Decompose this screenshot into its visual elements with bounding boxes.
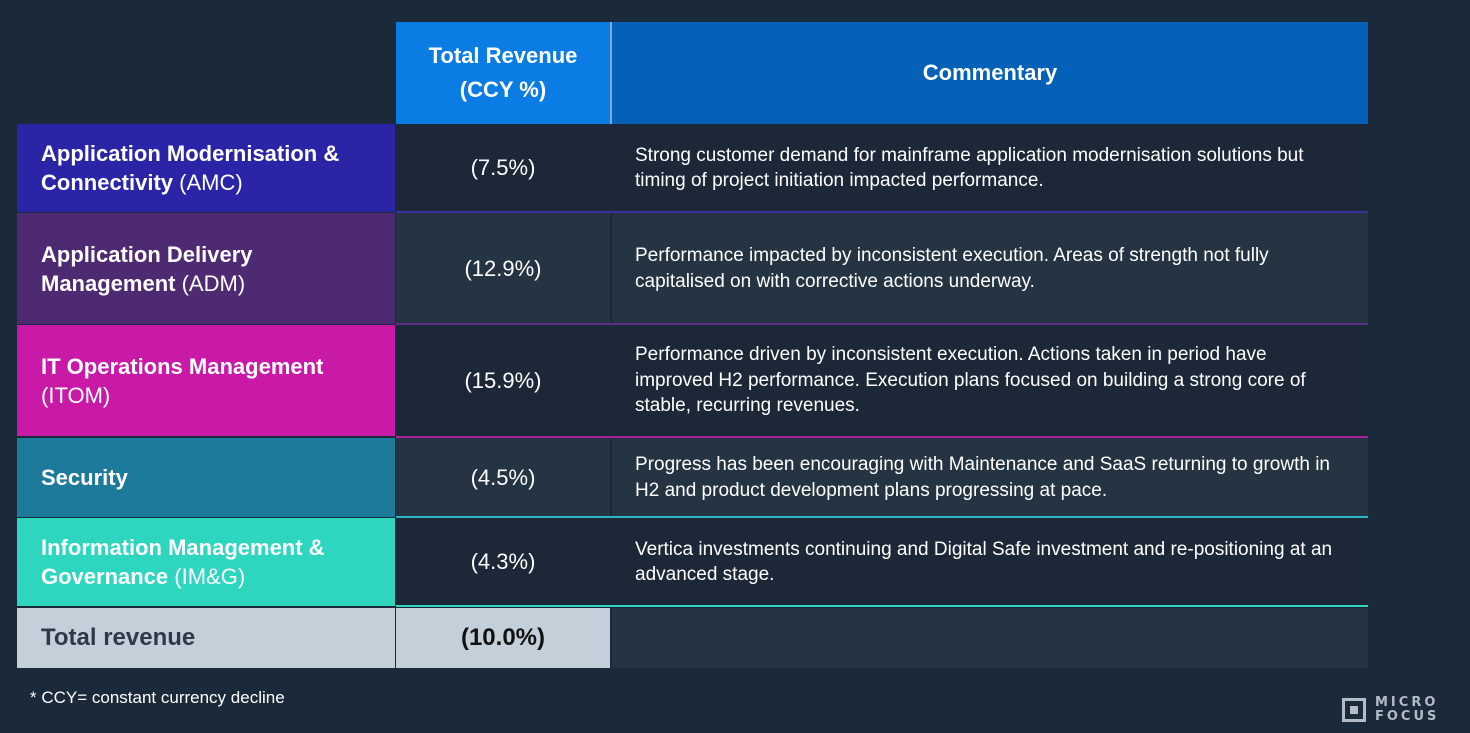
header-divider [610,22,612,124]
segment-name: Information Management & Governance [41,535,325,589]
micro-focus-logo: MICRO FOCUS [1342,696,1462,726]
logo-text-line1: MICRO [1375,695,1439,710]
total-revenue-label: Total revenue [17,608,395,668]
total-revenue-value: (10.0%) [396,608,610,668]
segment-label-adm: Application Delivery Management (ADM) [17,213,395,324]
row-divider [396,436,1368,438]
segment-name: Security [41,465,128,490]
segment-abbr: (IM&G) [174,564,246,589]
segment-commentary-adm: Performance impacted by inconsistent exe… [612,213,1368,324]
header-total-revenue-line1: Total Revenue [428,43,578,68]
segment-name: Application Delivery Management [41,241,253,296]
segment-value-itom: (15.9%) [396,325,610,436]
segment-commentary-itom: Performance driven by inconsistent execu… [612,325,1368,436]
segment-label-itom: IT Operations Management (ITOM) [17,325,395,436]
logo-text-line2: FOCUS [1375,709,1440,724]
segment-label-img: Information Management & Governance (IM&… [17,518,395,606]
logo-mark-icon [1342,698,1366,722]
row-divider [396,516,1368,518]
footnote: * CCY= constant currency decline [30,688,285,707]
segment-value-img: (4.3%) [396,518,610,606]
header-total-revenue: Total Revenue (CCY %) [396,22,610,124]
row-divider [396,605,1368,607]
segment-name: IT Operations Management [41,353,324,379]
header-commentary: Commentary [612,22,1368,124]
segment-label-security: Security [17,438,395,517]
segment-label-amc: Application Modernisation & Connectivity… [17,124,395,212]
row-divider [396,323,1368,325]
segment-value-amc: (7.5%) [396,124,610,212]
segment-name: Application Modernisation & Connectivity [41,141,340,195]
segment-value-security: (4.5%) [396,438,610,517]
segment-commentary-img: Vertica investments continuing and Digit… [612,518,1368,606]
header-total-revenue-line2: (CCY %) [459,77,547,102]
total-revenue-commentary [612,608,1368,668]
segment-value-adm: (12.9%) [396,213,610,324]
segment-abbr: (ITOM) [41,382,111,408]
segment-abbr: (AMC) [179,170,243,195]
segment-commentary-security: Progress has been encouraging with Maint… [612,438,1368,517]
row-divider [396,211,1368,213]
segment-commentary-amc: Strong customer demand for mainframe app… [612,124,1368,212]
segment-abbr: (ADM) [181,270,246,296]
